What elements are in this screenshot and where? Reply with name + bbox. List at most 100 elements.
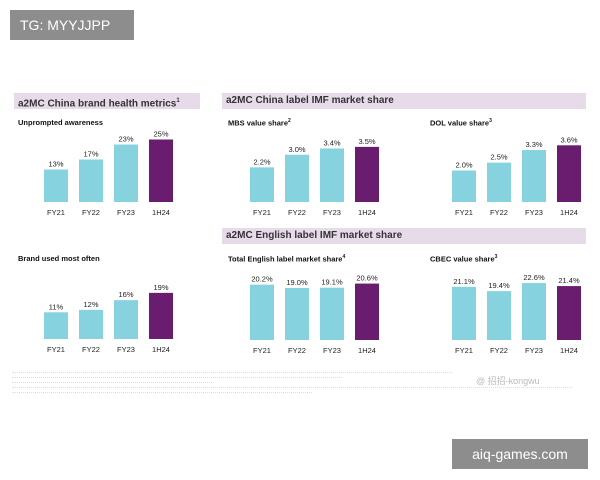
unprompted-chart: 13% FY21 17% FY22 23% FY23 25% 1H24 — [44, 130, 173, 217]
total-english-data-label: 20.6% — [356, 274, 378, 283]
weibo-watermark: @ 招招-kongwu — [476, 376, 540, 386]
brand-health-header-text: a2MC China brand health metrics — [18, 98, 177, 110]
mbs-data-label: 3.0% — [288, 145, 305, 154]
total-english-chart-title-sup: 4 — [342, 254, 346, 260]
unprompted-data-label: 13% — [48, 160, 63, 169]
dol-bar — [557, 145, 581, 202]
mbs-chart: 2.2% FY21 3.0% FY22 3.4% FY23 3.5% 1H24 — [250, 137, 379, 217]
brand-used-data-label: 19% — [153, 283, 168, 292]
dol-data-label: 3.6% — [560, 135, 577, 144]
brand-used-data-label: 12% — [83, 300, 98, 309]
brand-used-data-label: 16% — [118, 290, 133, 299]
total-english-data-label: 19.0% — [286, 278, 308, 287]
dol-chart-title-text: DOL value share — [430, 118, 490, 128]
cbec-chart-title: CBEC value share3 — [430, 254, 497, 264]
dol-bar — [452, 170, 476, 202]
mbs-tick-label: 1H24 — [358, 208, 376, 217]
total-english-bar — [285, 287, 309, 340]
brand-used-data-label: 11% — [49, 302, 64, 311]
brand-used-tick-label: FY23 — [117, 345, 135, 354]
mbs-chart-title: MBS value share2 — [228, 118, 291, 128]
watermark-bottom: aiq-games.com — [452, 439, 588, 469]
mbs-bar — [320, 148, 344, 202]
total-english-chart-title: Total English label market share4 — [228, 254, 345, 264]
footnote-line — [12, 383, 572, 388]
total-english-chart: 20.2% FY21 19.0% FY22 19.1% FY23 20.6% 1H24 — [250, 274, 379, 355]
mbs-chart-title-text: MBS value share — [228, 118, 289, 128]
unprompted-tick-label: 1H24 — [152, 208, 170, 217]
brand-used-bar — [44, 312, 68, 339]
brand-used-chart-title: Brand used most often — [18, 254, 100, 263]
total-english-data-label: 19.1% — [321, 278, 343, 287]
unprompted-data-label: 23% — [118, 135, 133, 144]
mbs-chart-title-sup: 2 — [288, 118, 291, 124]
mbs-tick-label: FY23 — [323, 208, 341, 217]
dol-chart-title: DOL value share3 — [430, 118, 492, 128]
mbs-tick-label: FY21 — [253, 208, 271, 217]
brand-used-tick-label: FY22 — [82, 345, 100, 354]
total-english-bar — [320, 287, 344, 340]
cbec-bar — [452, 286, 476, 340]
dol-bar — [487, 162, 511, 202]
brand-used-chart: 11% FY21 12% FY22 16% FY23 19% 1H24 — [44, 283, 173, 354]
mbs-data-label: 3.4% — [323, 138, 340, 147]
total-english-tick-label: FY22 — [288, 346, 306, 355]
footnote-line — [12, 378, 212, 383]
unprompted-data-label: 25% — [153, 130, 168, 139]
unprompted-tick-label: FY22 — [82, 208, 100, 217]
unprompted-data-label: 17% — [83, 150, 98, 159]
unprompted-bar — [79, 159, 103, 202]
unprompted-chart-title: Unprompted awareness — [18, 118, 103, 127]
unprompted-chart-title-text: Unprompted awareness — [18, 118, 104, 127]
brand-used-chart-title-text: Brand used most often — [18, 254, 100, 263]
cbec-data-label: 21.1% — [453, 277, 475, 286]
cbec-tick-label: FY22 — [490, 346, 508, 355]
cbec-data-label: 21.4% — [558, 276, 580, 285]
dol-chart: 2.0% FY21 2.5% FY22 3.3% FY23 3.6% 1H24 — [452, 135, 581, 217]
mbs-data-label: 3.5% — [358, 137, 375, 146]
cbec-tick-label: FY21 — [455, 346, 473, 355]
footnote-line — [12, 388, 312, 393]
total-english-tick-label: FY21 — [253, 346, 271, 355]
total-english-tick-label: 1H24 — [358, 346, 376, 355]
unprompted-tick-label: FY23 — [117, 208, 135, 217]
dol-data-label: 3.3% — [525, 140, 542, 149]
total-english-bar — [355, 283, 379, 340]
brand-used-tick-label: 1H24 — [152, 345, 170, 354]
footnote-line — [12, 373, 342, 378]
cbec-data-label: 22.6% — [523, 273, 545, 282]
cbec-data-label: 19.4% — [488, 281, 510, 290]
dol-bar — [522, 150, 546, 202]
cbec-bar — [522, 283, 546, 340]
dol-data-label: 2.5% — [490, 153, 507, 162]
total-english-tick-label: FY23 — [323, 346, 341, 355]
mbs-data-label: 2.2% — [253, 157, 270, 166]
cbec-tick-label: FY23 — [525, 346, 543, 355]
unprompted-bar — [44, 169, 68, 202]
brand-health-header-sup: 1 — [176, 98, 180, 104]
unprompted-tick-label: FY21 — [47, 208, 65, 217]
imf-share-header: a2MC China label IMF market share — [222, 93, 586, 109]
brand-used-tick-label: FY21 — [47, 345, 65, 354]
dol-tick-label: 1H24 — [560, 208, 578, 217]
cbec-bar — [487, 291, 511, 340]
brand-used-bar — [79, 309, 103, 339]
total-english-chart-title-text: Total English label market share — [228, 254, 343, 264]
cbec-chart: 21.1% FY21 19.4% FY22 22.6% FY23 21.4% 1H24 — [452, 273, 581, 355]
total-english-data-label: 20.2% — [251, 275, 273, 284]
footnotes — [12, 368, 587, 393]
cbec-chart-title-sup: 3 — [494, 254, 498, 260]
english-share-header: a2MC English label IMF market share — [222, 228, 586, 244]
unprompted-bar — [114, 144, 138, 202]
brand-used-bar — [114, 300, 138, 339]
mbs-tick-label: FY22 — [288, 208, 306, 217]
watermark-top: TG: MYYJJPP — [10, 10, 134, 40]
brand-health-header: a2MC China brand health metrics1 — [14, 93, 200, 109]
dol-data-label: 2.0% — [455, 161, 472, 170]
footnote-line — [12, 368, 452, 373]
unprompted-bar — [149, 139, 173, 202]
mbs-bar — [250, 167, 274, 202]
dol-tick-label: FY22 — [490, 208, 508, 217]
mbs-bar — [355, 146, 379, 202]
dol-tick-label: FY23 — [525, 208, 543, 217]
